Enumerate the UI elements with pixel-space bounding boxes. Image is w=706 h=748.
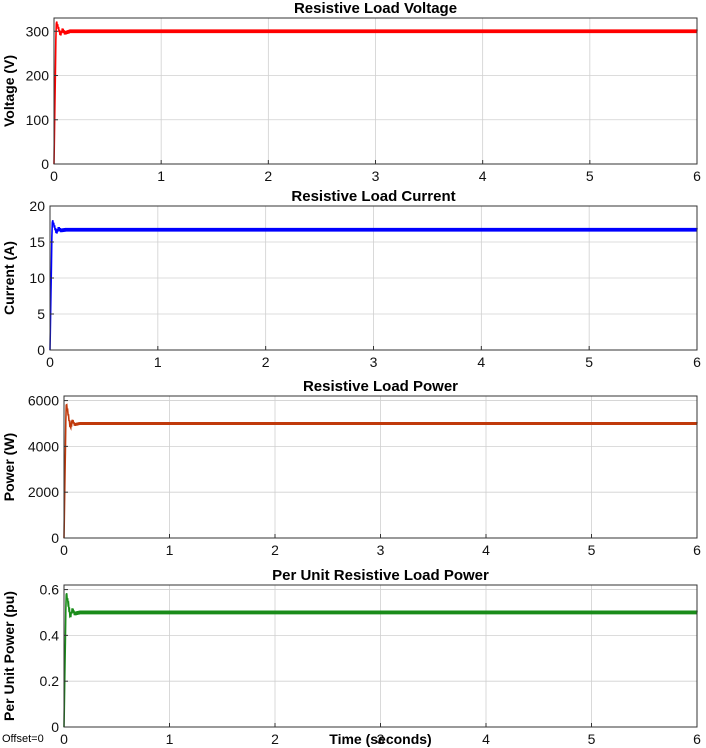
y-tick-label: 5: [37, 306, 45, 322]
x-tick-label: 4: [479, 168, 487, 184]
x-tick-label: 6: [693, 168, 701, 184]
y-tick-label: 100: [26, 112, 50, 128]
y-tick-label: 0: [37, 342, 45, 358]
x-tick-label: 4: [482, 542, 490, 558]
y-tick-label: 300: [26, 23, 50, 39]
y-axis-label: Per Unit Power (pu): [1, 591, 17, 721]
x-tick-label: 2: [264, 168, 272, 184]
x-tick-label: 4: [482, 731, 490, 747]
y-tick-label: 200: [26, 68, 50, 84]
y-tick-label: 4000: [28, 438, 59, 454]
x-tick-label: 0: [50, 168, 58, 184]
y-axis-label: Voltage (V): [1, 55, 17, 127]
x-tick-label: 0: [46, 354, 54, 370]
chart-title: Resistive Load Voltage: [294, 0, 457, 17]
x-tick-label: 0: [60, 731, 68, 747]
y-tick-label: 0: [41, 156, 49, 172]
x-tick-label: 6: [693, 542, 701, 558]
series-line-1: [53, 21, 698, 165]
x-tick-label: 3: [377, 542, 385, 558]
x-tick-label: 2: [271, 542, 279, 558]
chart-panel-1: 0 1 2 3 4 5 6 0 100 200 300 Resistive Load Voltage V…: [1, 0, 701, 184]
chart-title: Resistive Load Current: [291, 188, 455, 205]
x-tick-label: 3: [372, 168, 380, 184]
y-tick-label: 0: [51, 719, 59, 735]
x-tick-label: 1: [166, 731, 174, 747]
x-tick-label: 3: [370, 354, 378, 370]
x-tick-label: 1: [154, 354, 162, 370]
x-tick-label: 1: [166, 542, 174, 558]
y-tick-label: 20: [29, 198, 45, 214]
x-tick-label: 5: [586, 168, 594, 184]
y-tick-label: 6000: [28, 393, 59, 409]
x-tick-label: 0: [60, 542, 68, 558]
y-tick-label: 0: [51, 530, 59, 546]
y-axis-label: Power (W): [1, 433, 17, 501]
chart-panel-4: 0 1 2 3 4 5 6 0 0.2 0.4 0.6 Per Unit Resistive Load…: [1, 567, 701, 747]
y-tick-label: 0.6: [40, 582, 60, 598]
x-tick-label: 5: [585, 354, 593, 370]
chart-panel-3: 0 1 2 3 4 5 6 0 2000 4000 6000 Resistive Load Power…: [1, 378, 701, 558]
series-line-1: [63, 403, 698, 539]
y-tick-label: 2000: [28, 484, 59, 500]
y-axis-label: Current (A): [1, 241, 17, 315]
chart-panel-2: 0 1 2 3 4 5 6 0 5 10 15 20 Resistive Load Current Cur…: [1, 188, 701, 370]
y-tick-label: 15: [29, 234, 45, 250]
x-axis-label: Time (seconds): [329, 731, 431, 747]
x-tick-label: 1: [157, 168, 165, 184]
chart-title: Resistive Load Power: [303, 378, 458, 395]
x-tick-label: 5: [588, 542, 596, 558]
x-tick-label: 2: [271, 731, 279, 747]
chart-title: Per Unit Resistive Load Power: [272, 567, 489, 584]
offset-label: Offset=0: [2, 733, 44, 745]
x-tick-label: 5: [588, 731, 596, 747]
series-line-1: [49, 220, 698, 351]
series-line-1: [63, 593, 698, 728]
y-tick-label: 0.4: [40, 627, 60, 643]
x-tick-label: 3: [377, 731, 385, 747]
x-tick-label: 6: [693, 731, 701, 747]
x-tick-label: 6: [693, 354, 701, 370]
x-tick-label: 2: [262, 354, 270, 370]
x-tick-label: 4: [477, 354, 485, 370]
y-tick-label: 0.2: [40, 673, 60, 689]
y-tick-label: 10: [29, 270, 45, 286]
